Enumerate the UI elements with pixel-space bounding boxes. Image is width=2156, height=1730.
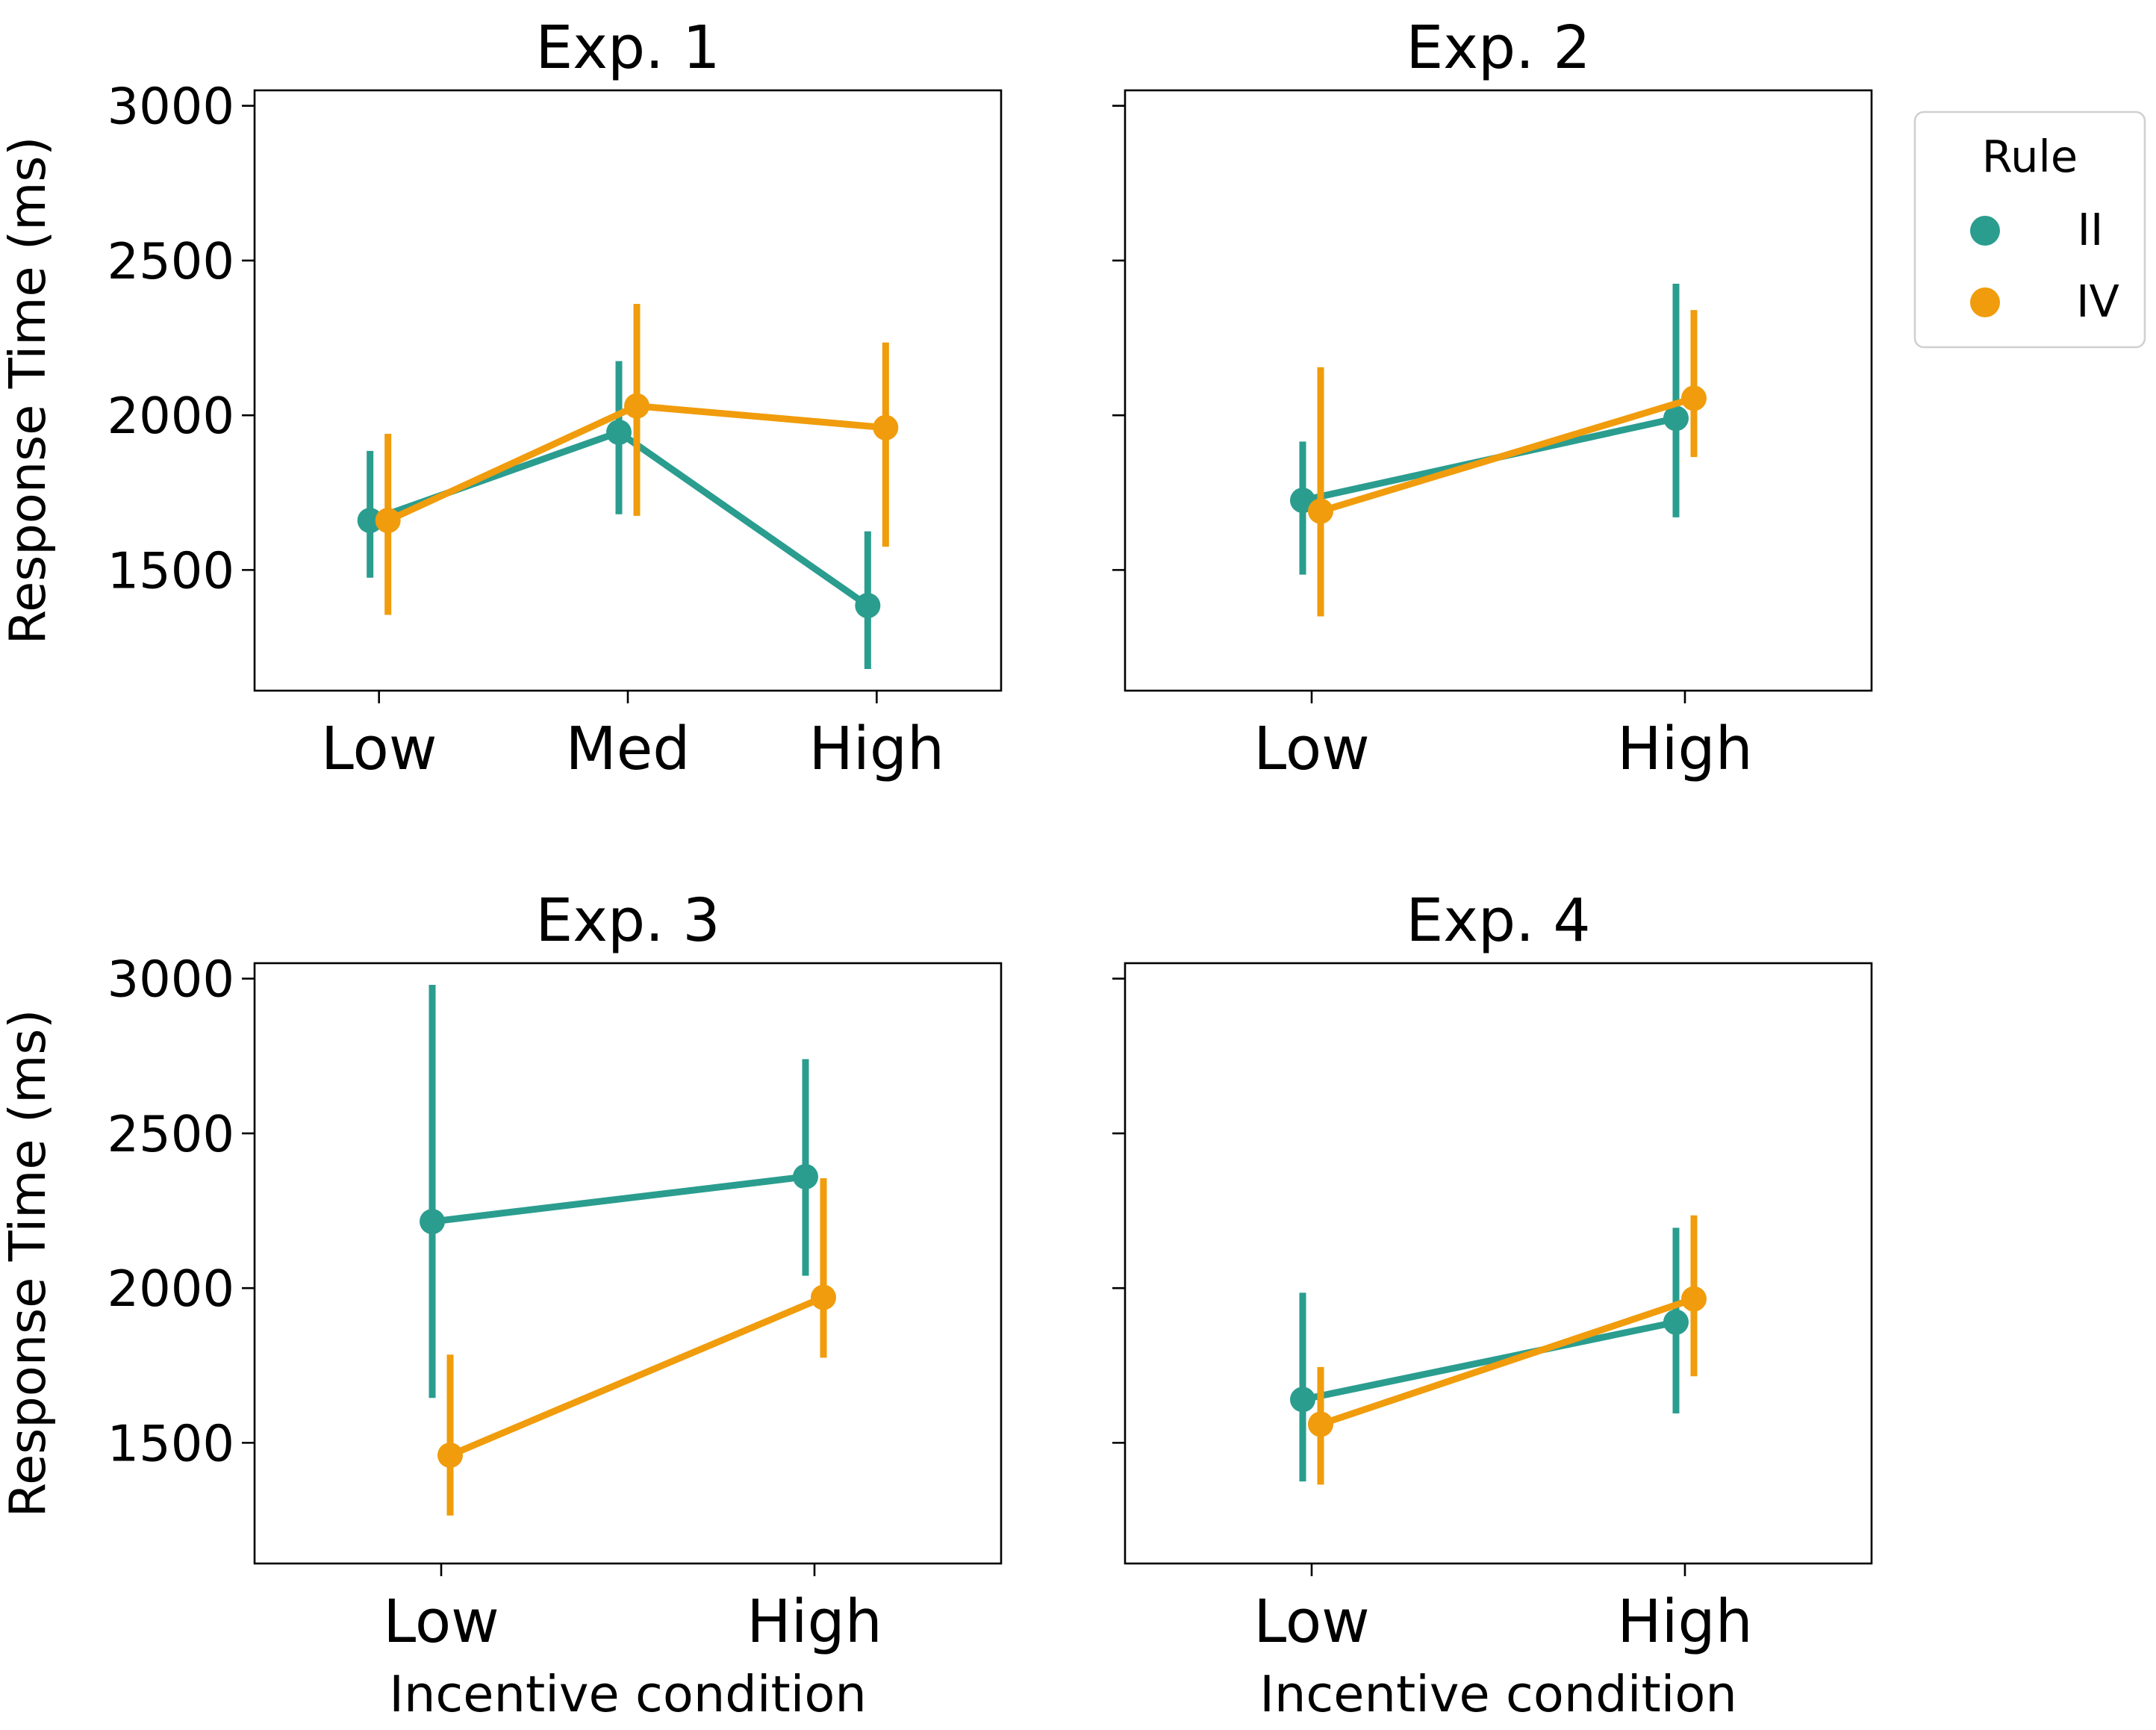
data-point	[793, 1163, 818, 1189]
y-tick-label: 3000	[107, 950, 234, 1009]
legend: Rule II IV	[1913, 111, 2146, 349]
y-tick-label: 3000	[107, 78, 234, 136]
x-tick-label: Low	[1253, 715, 1370, 783]
y-tick-label: 1500	[107, 1414, 234, 1472]
legend-frame	[1913, 111, 2146, 349]
panel-2: Exp. 2 Low High	[1112, 13, 1873, 783]
y-tick-label: 2000	[107, 387, 234, 445]
axes-frame	[1124, 962, 1873, 1565]
data-point	[1308, 498, 1333, 524]
y-tick-label: 2500	[107, 232, 234, 290]
axes-frame	[253, 89, 1003, 692]
series-line	[449, 1294, 825, 1459]
legend-marker-iv	[1970, 287, 2000, 317]
x-tick-label: High	[1617, 1587, 1753, 1656]
series-line	[1319, 1295, 1695, 1428]
y-axis-label: Response Time (ms)	[0, 137, 57, 645]
x-axis-label: Incentive condition	[389, 1665, 867, 1723]
x-tick-label: Med	[566, 715, 691, 783]
panel-4: Exp. 4 Low High Incentive condition	[1112, 886, 1873, 1723]
panel-title: Exp. 4	[1406, 886, 1590, 955]
series-line	[431, 1173, 806, 1225]
data-point	[811, 1284, 836, 1310]
series-iv	[437, 1178, 836, 1516]
x-tick-label: High	[809, 715, 945, 783]
data-point	[437, 1442, 463, 1468]
data-point	[1308, 1411, 1333, 1437]
legend-marker-ii	[1970, 216, 2000, 246]
legend-label-ii: II	[2078, 204, 2104, 255]
data-point	[1663, 405, 1689, 432]
data-point	[1290, 1387, 1315, 1413]
data-point	[1663, 1309, 1689, 1335]
series-line	[1319, 395, 1695, 514]
panel-1: Exp. 1 1500 2000 2500 3000 Low Med High Response…	[0, 13, 1003, 783]
x-tick-label: Low	[383, 1587, 499, 1656]
data-point	[624, 393, 649, 419]
series-ii	[1290, 284, 1689, 575]
x-tick-label: High	[1617, 715, 1753, 783]
panel-3: Exp. 3 1500 2000 2500 3000 Low High Response Ti…	[0, 886, 1003, 1723]
axes-frame	[253, 962, 1003, 1565]
data-point	[606, 419, 632, 445]
data-point	[855, 593, 881, 619]
legend-title: Rule	[1982, 131, 2078, 182]
x-tick-label: Low	[1253, 1587, 1370, 1656]
x-tick-label: Low	[321, 715, 437, 783]
series-ii	[357, 361, 881, 669]
series-ii	[420, 985, 818, 1398]
y-tick-label: 2000	[107, 1260, 234, 1318]
panel-title: Exp. 1	[535, 13, 720, 82]
series-iv	[375, 303, 899, 615]
axes-frame	[1124, 89, 1873, 692]
y-tick-label: 1500	[107, 541, 234, 600]
data-point	[1681, 385, 1707, 411]
y-tick-label: 2500	[107, 1105, 234, 1163]
x-axis-label: Incentive condition	[1259, 1665, 1737, 1723]
panel-title: Exp. 2	[1406, 13, 1590, 82]
series-iv	[1308, 310, 1707, 617]
data-point	[375, 508, 401, 534]
series-line	[1302, 1319, 1677, 1403]
data-point	[420, 1209, 445, 1235]
legend-label-iv: IV	[2076, 276, 2119, 327]
data-point	[357, 508, 383, 534]
series-iv	[1308, 1215, 1707, 1485]
series-ii	[1290, 1228, 1689, 1482]
data-point	[873, 414, 899, 441]
x-tick-label: High	[747, 1587, 882, 1656]
y-axis-label: Response Time (ms)	[0, 1009, 57, 1518]
data-point	[1681, 1286, 1707, 1312]
panel-title: Exp. 3	[535, 886, 720, 955]
